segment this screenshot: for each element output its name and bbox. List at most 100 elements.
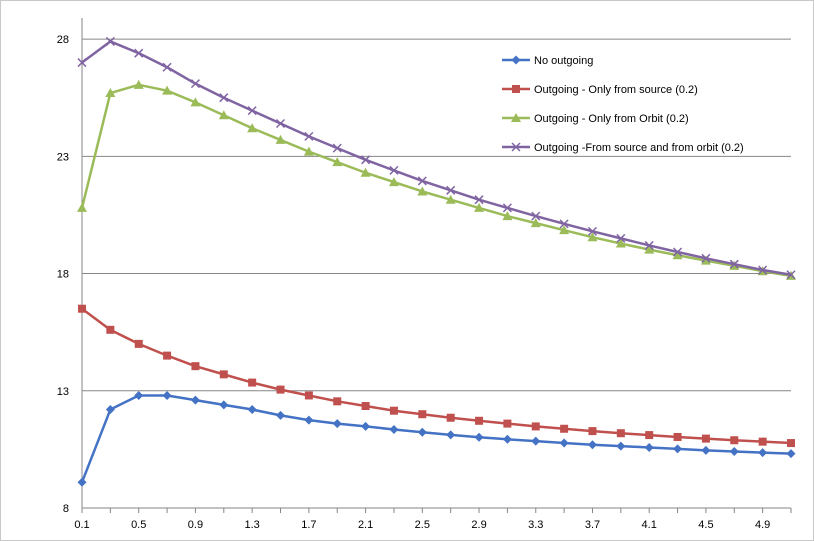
data-point (162, 390, 172, 400)
data-point (162, 85, 173, 95)
x-tick-label: 0.1 (74, 519, 89, 531)
data-point (304, 391, 313, 400)
data-point (275, 134, 286, 144)
y-tick-label: 8 (63, 503, 69, 515)
data-point (531, 422, 540, 431)
data-point (729, 446, 739, 456)
x-marker-stroke (417, 176, 427, 186)
data-point (673, 444, 683, 454)
x-tick-label: 4.1 (642, 519, 657, 531)
series-3 (77, 79, 796, 280)
data-point (503, 419, 512, 428)
legend-item-4: Outgoing -From source and from orbit (0.… (502, 142, 744, 154)
series-1 (77, 390, 796, 487)
data-point (190, 395, 200, 405)
data-point (701, 253, 711, 263)
data-point (474, 195, 484, 205)
legend-item-2: Outgoing - Only from source (0.2) (502, 84, 698, 96)
data-point (134, 390, 144, 400)
data-point (559, 225, 570, 235)
x-marker-stroke (587, 226, 598, 236)
data-point (304, 415, 314, 425)
data-point (105, 405, 115, 415)
series-line (80, 394, 792, 483)
x-marker-stroke (644, 240, 654, 250)
x-marker-stroke (361, 155, 371, 165)
data-point (644, 240, 654, 250)
data-point (560, 424, 569, 433)
data-point (105, 88, 116, 98)
legend-label: No outgoing (534, 55, 593, 67)
data-point (474, 432, 484, 442)
legend: No outgoing Outgoing - Only from source (… (502, 55, 744, 154)
data-point (559, 219, 569, 229)
x-marker-stroke (219, 93, 229, 103)
data-point (446, 430, 456, 440)
data-point (361, 155, 371, 165)
data-point (786, 449, 796, 459)
x-marker-stroke (673, 247, 683, 257)
x-tick-label: 4.5 (698, 519, 713, 531)
series-line (81, 307, 792, 445)
data-point (219, 400, 229, 410)
x-tick-label: 0.5 (131, 519, 146, 531)
data-point (388, 177, 399, 187)
data-point (616, 441, 626, 451)
series-lines (77, 36, 796, 487)
data-point (417, 427, 427, 437)
x-tick-label: 0.9 (188, 519, 203, 531)
x-marker-stroke (389, 165, 399, 175)
x-marker-stroke (729, 259, 739, 269)
legend-label: Outgoing - Only from Orbit (0.2) (534, 113, 689, 125)
data-point (700, 255, 711, 265)
data-point (729, 259, 739, 269)
data-point (730, 436, 739, 445)
y-tick-label: 13 (57, 386, 69, 398)
data-point (78, 304, 86, 313)
data-point (162, 62, 172, 72)
y-axis: 8 13 18 23 28 (57, 18, 83, 515)
data-point (190, 79, 200, 89)
data-point (190, 97, 201, 107)
x-tick-label: 3.7 (585, 519, 600, 531)
data-point (389, 165, 399, 175)
data-point (275, 118, 286, 129)
x-tick-label: 3.3 (528, 519, 543, 531)
data-point (588, 427, 597, 436)
x-marker-stroke (332, 143, 342, 153)
data-point (446, 185, 456, 195)
series-2 (78, 304, 795, 448)
data-point (445, 194, 456, 204)
data-point (446, 413, 455, 422)
y-tick-label: 28 (57, 34, 69, 46)
data-point (701, 434, 710, 443)
data-point (644, 443, 654, 453)
series-4 (77, 36, 796, 280)
data-point (219, 370, 228, 379)
data-point (360, 167, 371, 177)
data-point (673, 247, 683, 257)
y-tick-label: 18 (57, 269, 69, 281)
data-point (530, 218, 541, 228)
x-marker-stroke (616, 233, 626, 243)
legend-marker (511, 55, 521, 65)
data-point (77, 202, 87, 212)
x-tick-label: 2.9 (471, 519, 486, 531)
x-marker-stroke (511, 142, 521, 152)
x-tick-label: 2.1 (358, 519, 373, 531)
legend-label: Outgoing - Only from source (0.2) (534, 84, 698, 96)
data-point (106, 325, 115, 334)
data-point (276, 410, 286, 420)
data-point (502, 211, 513, 221)
x-marker-stroke (77, 58, 87, 68)
x-marker-stroke (105, 36, 115, 46)
data-point (304, 131, 314, 141)
data-point (616, 429, 625, 438)
legend-item-3: Outgoing - Only from Orbit (0.2) (502, 113, 689, 125)
x-tick-label: 1.3 (245, 519, 260, 531)
x-marker-stroke (134, 48, 144, 58)
data-point (361, 402, 370, 411)
data-point (247, 123, 258, 133)
data-point (418, 410, 427, 419)
